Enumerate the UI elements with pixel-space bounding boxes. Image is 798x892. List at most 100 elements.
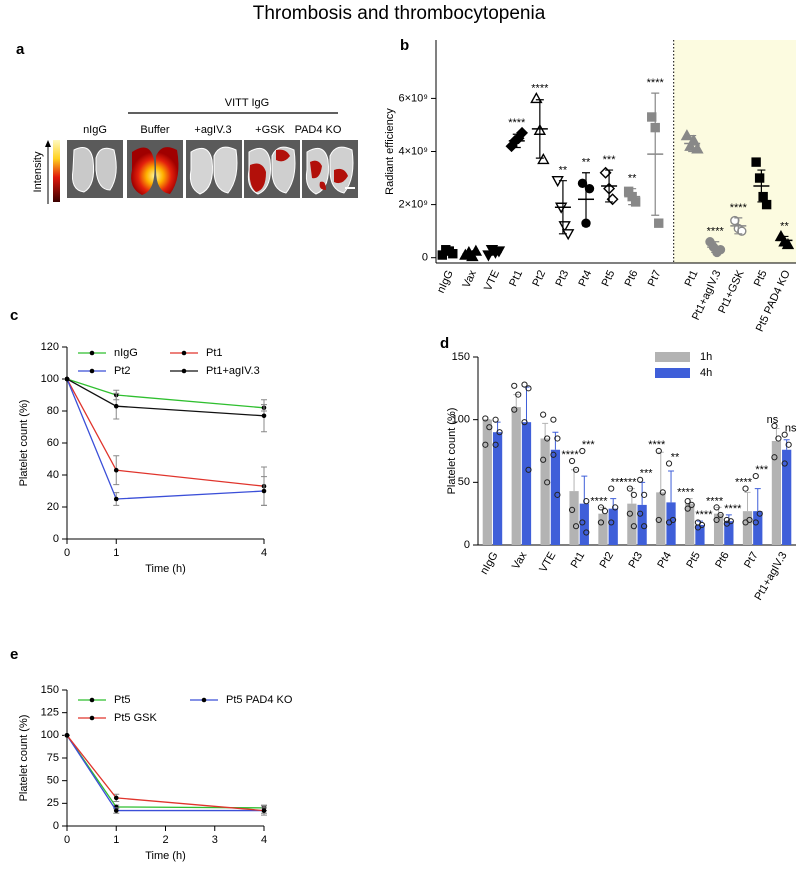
dot [723, 516, 730, 524]
significance: **** [707, 226, 725, 238]
dot [630, 491, 637, 498]
x-tick-label: Vax [510, 550, 530, 572]
dot [781, 460, 788, 467]
significance: *** [603, 154, 617, 166]
x-tick-label: 0 [64, 547, 70, 559]
dot [684, 498, 691, 505]
significance: **** [590, 495, 608, 507]
error-bar [523, 386, 530, 423]
dot [665, 460, 673, 467]
y-tick-label: 80 [47, 405, 59, 417]
significance: *** [611, 477, 625, 489]
dot [723, 520, 730, 527]
image-label: PAD4 KO [295, 124, 342, 136]
x-tick-label: nIgG [478, 550, 500, 577]
error-bar [668, 470, 675, 503]
y-tick-label: 75 [47, 752, 59, 764]
colorbar-label: Intensity [32, 151, 44, 192]
legend-dot [181, 368, 187, 374]
point [64, 376, 70, 382]
y-tick-label: 20 [47, 501, 59, 513]
significance: **** [724, 503, 742, 515]
dot [544, 479, 551, 486]
dot [515, 391, 522, 398]
y-tick-label: 100 [41, 373, 59, 385]
dot [694, 524, 702, 531]
dot [577, 178, 588, 189]
image-label: +agIV.3 [194, 124, 231, 136]
x-tick-label: Pt4 [576, 268, 594, 288]
panel-label: a [16, 41, 25, 58]
legend-label: Pt5 [114, 694, 131, 706]
dot [516, 126, 529, 139]
y-tick-label: 0 [53, 820, 59, 832]
dot [761, 199, 772, 210]
dot [654, 218, 664, 228]
bar [695, 524, 705, 545]
lung-image [127, 140, 183, 198]
dot [641, 491, 648, 498]
dot [630, 523, 637, 530]
dot [626, 510, 633, 517]
dot [482, 415, 489, 422]
dot [597, 519, 605, 526]
legend-label: Pt5 GSK [114, 712, 157, 724]
significance: ns [785, 423, 797, 435]
dot [540, 456, 547, 463]
dot [511, 406, 518, 413]
dot [684, 505, 691, 512]
error-bar [552, 431, 559, 450]
y-axis-label: Platelet count (%) [446, 408, 458, 495]
error-bar [489, 249, 498, 256]
x-tick-label: 1 [113, 547, 119, 559]
error-bar [711, 241, 720, 253]
significance: **** [647, 77, 665, 89]
panel-label: b [400, 37, 409, 54]
bar [569, 491, 579, 545]
arrow-head [45, 140, 51, 147]
dot [785, 441, 792, 448]
bar [713, 513, 724, 545]
y-tick-label: 25 [47, 797, 59, 809]
dot [572, 523, 580, 530]
significance: ** [582, 157, 591, 169]
y-tick-label: 2×10⁹ [399, 199, 429, 211]
significance: *** [755, 464, 769, 476]
x-tick-label: Pt1 [569, 550, 588, 570]
dot [550, 451, 557, 458]
x-tick-label: Pt5 [600, 268, 618, 288]
legend-label: 4h [700, 367, 712, 379]
y-tick-label: 60 [47, 437, 59, 449]
series-line [66, 734, 265, 809]
dot [492, 416, 499, 423]
error-bar [466, 250, 475, 257]
dot [583, 498, 590, 505]
dot [775, 435, 782, 442]
x-tick-label: Pt3 [553, 268, 571, 288]
image-label: Buffer [140, 124, 169, 136]
series-line [66, 378, 265, 409]
bar [724, 521, 734, 545]
dot [691, 142, 704, 154]
dot [756, 510, 763, 517]
dot [612, 504, 619, 511]
point [113, 808, 119, 813]
dot [655, 447, 662, 455]
x-tick-label: Pt1 [683, 268, 701, 288]
legend-dot [181, 350, 187, 356]
error-bar [651, 92, 660, 216]
x-tick-label: Pt6 [623, 268, 641, 288]
dot [568, 506, 576, 514]
group-label: VITT IgG [225, 97, 269, 109]
bar [608, 508, 618, 545]
point [261, 488, 267, 494]
legend-dot [89, 350, 95, 356]
bar [782, 449, 792, 545]
panel-label: c [10, 307, 18, 324]
dot [540, 411, 547, 418]
y-tick-label: 50 [458, 476, 470, 488]
series-line [66, 378, 265, 417]
dot [448, 249, 458, 259]
legend-swatch [655, 352, 690, 362]
